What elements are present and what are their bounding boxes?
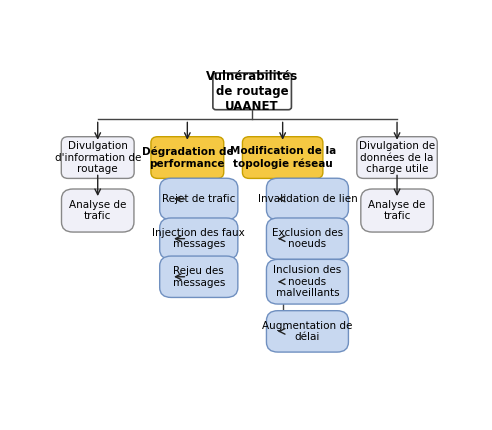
Text: Modification de la
topologie réseau: Modification de la topologie réseau xyxy=(230,147,336,169)
Text: Analyse de
trafic: Analyse de trafic xyxy=(369,200,426,221)
FancyBboxPatch shape xyxy=(160,256,238,298)
FancyBboxPatch shape xyxy=(361,189,433,232)
Text: Inclusion des
noeuds
malveillants: Inclusion des noeuds malveillants xyxy=(274,265,341,298)
Text: Exclusion des
noeuds: Exclusion des noeuds xyxy=(272,228,343,249)
FancyBboxPatch shape xyxy=(357,137,437,178)
Text: Divulgation de
données de la
charge utile: Divulgation de données de la charge util… xyxy=(359,141,435,174)
FancyBboxPatch shape xyxy=(267,311,348,352)
FancyBboxPatch shape xyxy=(267,218,348,259)
Text: Vulnérabilités
de routage
UAANET: Vulnérabilités de routage UAANET xyxy=(206,70,298,113)
Text: Invalidation de lien: Invalidation de lien xyxy=(258,194,357,204)
Text: Dégradation de
performance: Dégradation de performance xyxy=(142,147,233,169)
FancyBboxPatch shape xyxy=(267,259,348,304)
Text: Rejeu des
messages: Rejeu des messages xyxy=(173,266,225,288)
FancyBboxPatch shape xyxy=(62,189,134,232)
FancyBboxPatch shape xyxy=(243,137,323,178)
Text: Analyse de
trafic: Analyse de trafic xyxy=(69,200,126,221)
FancyBboxPatch shape xyxy=(213,73,291,110)
FancyBboxPatch shape xyxy=(160,178,238,220)
FancyBboxPatch shape xyxy=(160,218,238,259)
Text: Injection des faux
messages: Injection des faux messages xyxy=(153,228,245,249)
FancyBboxPatch shape xyxy=(62,137,134,178)
Text: Rejet de trafic: Rejet de trafic xyxy=(162,194,236,204)
Text: Augmentation de
délai: Augmentation de délai xyxy=(262,321,353,342)
Text: Divulgation
d'information de
routage: Divulgation d'information de routage xyxy=(55,141,141,174)
FancyBboxPatch shape xyxy=(151,137,224,178)
FancyBboxPatch shape xyxy=(267,178,348,220)
